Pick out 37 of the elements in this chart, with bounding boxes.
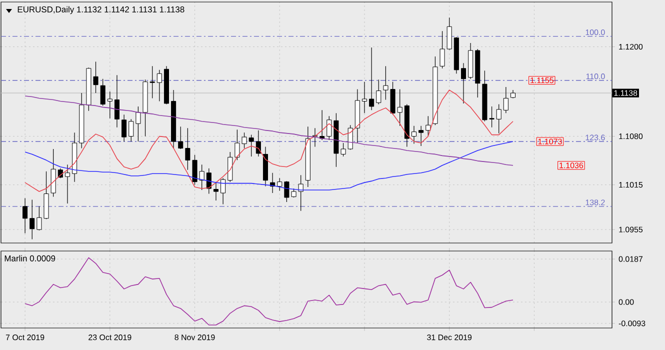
candlestick xyxy=(369,47,374,110)
candlestick xyxy=(64,164,70,204)
candlestick xyxy=(156,70,162,102)
candlestick xyxy=(206,168,212,194)
candlestick xyxy=(446,17,452,50)
candlestick xyxy=(50,148,56,198)
candlestick xyxy=(107,91,112,119)
candlestick xyxy=(503,86,508,114)
candlestick xyxy=(397,88,402,126)
candlestick xyxy=(426,116,431,137)
candlestick xyxy=(178,126,184,150)
candlestick xyxy=(228,152,233,182)
candlestick xyxy=(440,30,445,69)
candlestick xyxy=(22,198,28,234)
candlestick xyxy=(30,199,35,240)
candlestick xyxy=(362,82,368,114)
candlestick xyxy=(199,164,204,190)
candlestick xyxy=(256,130,261,157)
candlestick xyxy=(277,178,282,192)
candlestick xyxy=(312,128,318,148)
candlestick xyxy=(128,118,134,142)
candlestick xyxy=(326,116,332,140)
candlestick xyxy=(411,126,417,144)
candlestick xyxy=(418,126,424,146)
candlestick xyxy=(376,79,382,105)
candlestick xyxy=(298,174,304,212)
candlestick xyxy=(248,134,254,157)
candlestick xyxy=(114,74,120,128)
candlestick xyxy=(460,62,466,104)
chart-title: Marlin 0.0009 xyxy=(4,255,56,262)
line-series xyxy=(24,90,514,192)
chart-title: EURUSD,Daily 1.1132 1.1142 1.1131 1.1138 xyxy=(18,6,184,14)
candlestick xyxy=(122,114,127,142)
candlestick xyxy=(220,178,226,204)
candlestick xyxy=(100,78,106,106)
candlestick xyxy=(496,104,502,134)
candlestick xyxy=(213,182,218,201)
